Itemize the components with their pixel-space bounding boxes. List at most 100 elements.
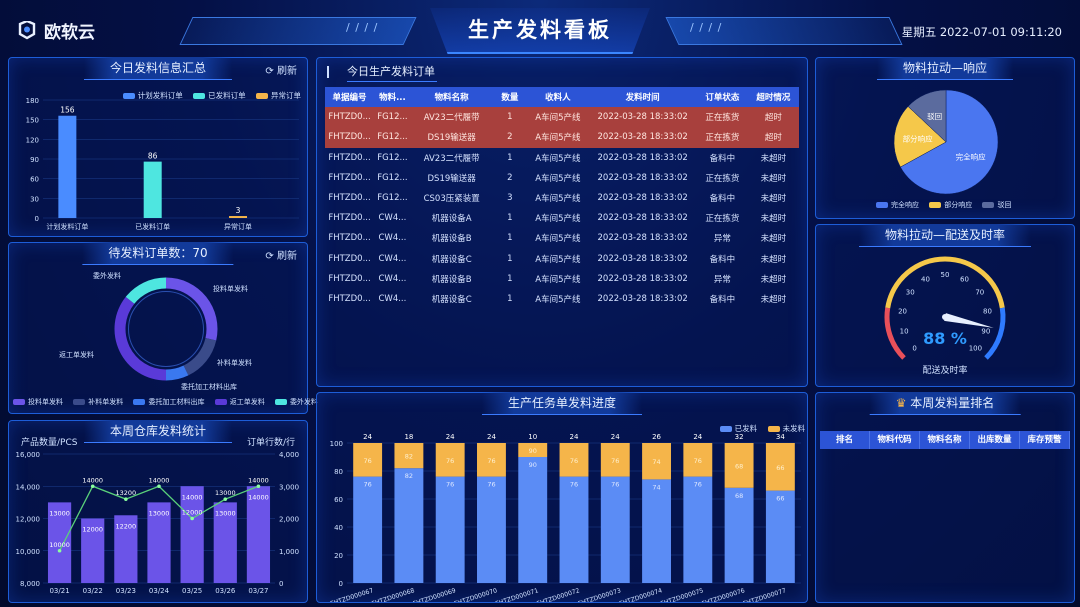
- y-left-tick: 14,000: [16, 483, 41, 491]
- bar-issued: [394, 468, 424, 583]
- data-label: 76: [611, 457, 619, 465]
- y-right-tick: 2,000: [279, 516, 299, 524]
- bar: [143, 161, 162, 218]
- table-cell: A车间5产线: [535, 254, 581, 265]
- data-label: 76: [446, 481, 454, 489]
- rank-header-cell: 物料名称: [920, 431, 970, 449]
- y-tick-label: 80: [334, 468, 343, 476]
- orders-title-marker: [327, 66, 329, 78]
- table-cell: FG12...: [374, 127, 411, 148]
- bar-pending: [642, 443, 671, 480]
- bar-pending: [724, 443, 754, 488]
- legend-item: 已发料: [734, 424, 758, 433]
- x-tick-label: FHTZD000072: [536, 587, 581, 602]
- table-row[interactable]: FHTZD0... FG12... DS19输送器 2 A车间5产线 2022-03-28…: [325, 127, 799, 148]
- table-cell: 2022-03-28 18:33:02: [597, 253, 688, 264]
- legend-item: 委外发料: [289, 398, 318, 406]
- y-tick-label: 100: [330, 440, 343, 448]
- table-row[interactable]: FHTZD0... FG12... AV23二代履带 1 A车间5产线 2022-03-2…: [325, 107, 799, 128]
- y-tick-label: 120: [26, 136, 39, 144]
- table-cell: 1: [492, 107, 528, 128]
- table-cell: 正在拣货: [705, 173, 740, 184]
- refresh-button[interactable]: ⟳ 刷新: [265, 62, 297, 77]
- header-slashes-right: / / / /: [690, 21, 723, 34]
- data-label: 90: [529, 447, 537, 455]
- gauge-value: 88 %: [923, 329, 967, 348]
- table-cell: CW4...: [378, 293, 407, 304]
- y-left-tick: 10,000: [16, 548, 41, 556]
- gauge-tick-label: 60: [960, 276, 969, 284]
- panel-gauge-title: 物料拉动—配送及时率: [858, 224, 1032, 247]
- legend-item: 委托加工材料出库: [148, 398, 205, 406]
- orders-header-cell: 物料...: [374, 87, 411, 108]
- refresh-label: 刷新: [277, 66, 297, 77]
- x-tick-label: FHTZD000073: [577, 587, 622, 602]
- x-tick-label: 03/21: [49, 587, 69, 595]
- line-label: 10000: [49, 541, 70, 549]
- table-row[interactable]: FHTZD0... CW4... 机器设备B 1 A车间5产线 2022-03-28 18…: [325, 269, 799, 289]
- x-tick-label: FHTZD000077: [742, 587, 787, 602]
- logo-icon: [18, 20, 36, 39]
- table-cell: A车间5产线: [535, 194, 581, 205]
- bar: [58, 115, 77, 218]
- refresh-button[interactable]: ⟳ 刷新: [265, 247, 297, 262]
- table-row[interactable]: FHTZD0... FG12... CS03压紧装置 3 A车间5产线 2022-03-2…: [325, 188, 799, 208]
- donut-inner-ring: [128, 291, 204, 367]
- table-cell: 未超时: [760, 254, 787, 265]
- logo: 欧软云: [14, 18, 95, 43]
- x-tick-label: 03/23: [116, 587, 136, 595]
- header-slashes-left: / / / /: [346, 21, 379, 34]
- table-cell: 2022-03-28 18:33:02: [588, 107, 697, 128]
- slice-label: 委托加工材料出库: [181, 382, 237, 391]
- slice-label: 委外发料: [93, 271, 121, 280]
- table-cell: 异常: [713, 274, 731, 285]
- table-row[interactable]: FHTZD0... CW4... 机器设备A 1 A车间5产线 2022-03-28 18…: [325, 208, 799, 228]
- line-point: [57, 548, 62, 553]
- data-label: 18: [404, 433, 413, 441]
- slice-label: 补料单发料: [217, 358, 252, 367]
- data-label: 66: [776, 495, 784, 503]
- bar: [81, 518, 105, 583]
- pie-slice: [900, 89, 999, 195]
- pie-slice: [893, 106, 947, 168]
- orders-header-cell: 超时情况: [747, 87, 799, 108]
- slice-label: 驳回: [927, 112, 942, 121]
- table-cell: 机器设备A: [431, 214, 472, 225]
- line-point: [90, 484, 95, 489]
- panel-pending-title: 待发料订单数：70: [82, 242, 234, 265]
- table-cell: 备料中: [709, 194, 736, 205]
- data-label: 76: [570, 481, 578, 489]
- table-row[interactable]: FHTZD0... CW4... 机器设备C 1 A车间5产线 2022-03-28 18…: [325, 289, 799, 309]
- y-right-tick: 4,000: [279, 451, 299, 459]
- table-cell: FG12...: [377, 152, 408, 163]
- y-tick-label: 40: [334, 524, 343, 532]
- panel-today-summary: 今日发料信息汇总 ⟳ 刷新 计划发料订单 已发料订单 异常订单 180 150 12…: [8, 57, 308, 237]
- bar: [114, 515, 138, 583]
- data-label: 26: [652, 433, 661, 441]
- table-row[interactable]: FHTZD0... FG12... DS19输送器 2 A车间5产线 2022-03-28…: [325, 168, 799, 188]
- x-tick-label: 03/24: [149, 587, 170, 595]
- table-row[interactable]: FHTZD0... CW4... 机器设备C 1 A车间5产线 2022-03-28 18…: [325, 249, 799, 269]
- table-row[interactable]: FHTZD0... CW4... 机器设备B 1 A车间5产线 2022-03-28 18…: [325, 228, 799, 248]
- bar-pending: [477, 443, 506, 477]
- page-title: 生产发料看板: [468, 18, 612, 42]
- table-cell: AV23二代履带: [410, 107, 493, 128]
- legend-item: 投料单发料: [28, 398, 63, 406]
- table-cell: 异常: [713, 234, 731, 245]
- table-cell: 2022-03-28 18:33:02: [588, 127, 697, 148]
- data-label: 76: [611, 481, 619, 489]
- data-label: 24: [446, 433, 455, 441]
- data-label: 76: [363, 481, 371, 489]
- panel-weekly: 本周仓库发料统计 产品数量/PCS 订单行数/行 16,000 4,000 14,0…: [8, 420, 308, 603]
- table-cell: FHTZD0...: [328, 213, 371, 224]
- refresh-icon: ⟳: [265, 251, 274, 262]
- table-row[interactable]: FHTZD0... FG12... AV23二代履带 1 A车间5产线 2022-03-2…: [325, 148, 799, 168]
- gauge-tick-label: 30: [906, 289, 915, 297]
- slice-label: 部分响应: [903, 133, 933, 143]
- table-cell: 未超时: [760, 274, 787, 285]
- table-cell: 正在拣货: [696, 107, 748, 128]
- line-label: 14000: [248, 476, 269, 484]
- data-label: 76: [487, 457, 495, 465]
- table-cell: 3: [507, 193, 513, 204]
- table-cell: CW4...: [378, 253, 407, 264]
